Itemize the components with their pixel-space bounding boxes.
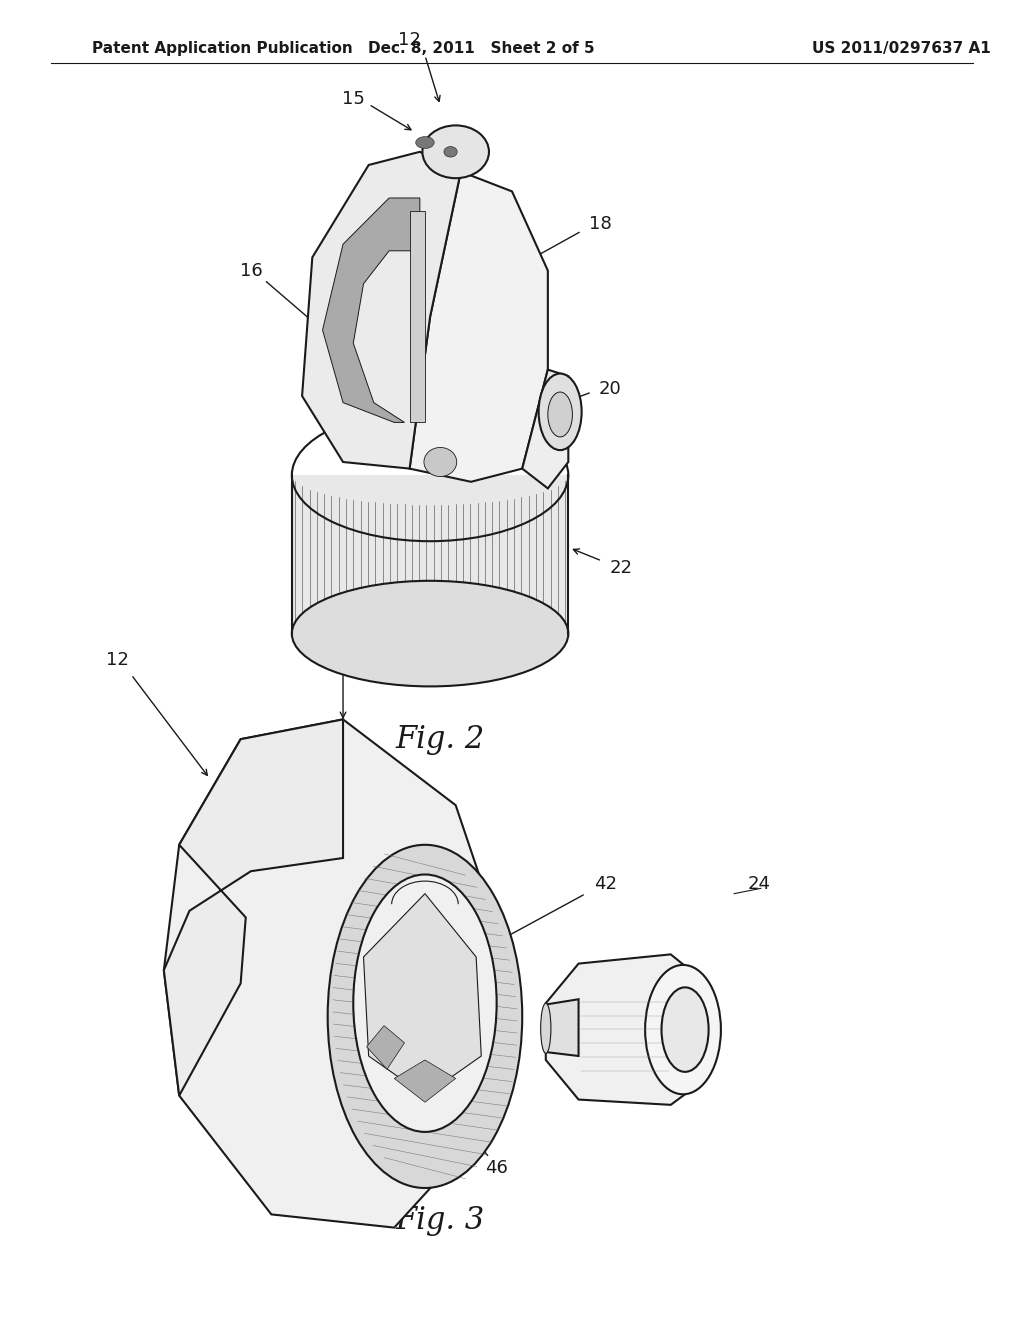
Ellipse shape	[416, 136, 434, 149]
Polygon shape	[410, 172, 548, 482]
Ellipse shape	[541, 1003, 551, 1053]
Polygon shape	[394, 1060, 456, 1102]
Ellipse shape	[424, 447, 457, 477]
Text: 12: 12	[106, 651, 129, 669]
Ellipse shape	[444, 147, 457, 157]
Polygon shape	[164, 719, 343, 1096]
Polygon shape	[546, 954, 707, 1105]
Text: Dec. 8, 2011   Sheet 2 of 5: Dec. 8, 2011 Sheet 2 of 5	[368, 41, 595, 57]
Text: 12: 12	[398, 30, 421, 49]
Text: 16: 16	[240, 261, 262, 280]
Text: 15: 15	[342, 90, 365, 108]
Text: 20: 20	[599, 380, 622, 399]
Ellipse shape	[422, 125, 489, 178]
Ellipse shape	[662, 987, 709, 1072]
Polygon shape	[302, 152, 461, 469]
Polygon shape	[292, 475, 568, 634]
Ellipse shape	[539, 374, 582, 450]
Polygon shape	[522, 370, 568, 488]
Ellipse shape	[548, 392, 572, 437]
Ellipse shape	[292, 581, 568, 686]
Polygon shape	[323, 198, 420, 422]
Text: 18: 18	[589, 215, 611, 234]
Text: Fig. 3: Fig. 3	[395, 1205, 485, 1237]
Polygon shape	[364, 894, 481, 1096]
Ellipse shape	[353, 874, 497, 1133]
Polygon shape	[164, 719, 507, 1228]
Polygon shape	[367, 1026, 404, 1069]
Text: Patent Application Publication: Patent Application Publication	[92, 41, 353, 57]
Ellipse shape	[328, 845, 522, 1188]
Text: 46: 46	[485, 1159, 508, 1177]
Text: 48: 48	[352, 1192, 375, 1210]
Text: 22: 22	[609, 558, 632, 577]
Text: US 2011/0297637 A1: US 2011/0297637 A1	[812, 41, 990, 57]
Polygon shape	[410, 211, 425, 422]
Ellipse shape	[645, 965, 721, 1094]
Text: Fig. 2: Fig. 2	[395, 723, 485, 755]
Text: 16: 16	[332, 638, 354, 656]
Polygon shape	[546, 999, 579, 1056]
Text: 24: 24	[748, 875, 770, 894]
Text: 42: 42	[594, 875, 616, 894]
